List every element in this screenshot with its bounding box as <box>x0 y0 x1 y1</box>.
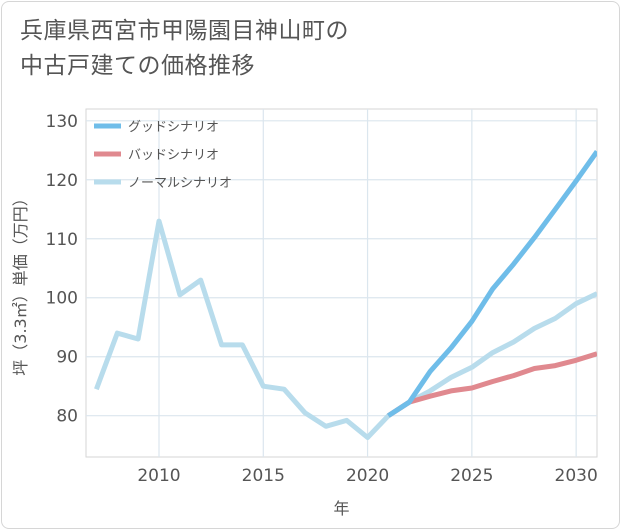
plot-area <box>85 108 598 458</box>
x-tick-label: 2030 <box>555 466 598 486</box>
grid-lines <box>86 109 597 457</box>
x-tick-label: 2015 <box>242 466 285 486</box>
legend-label: ノーマルシナリオ <box>128 176 232 191</box>
series-line-3 <box>94 218 597 440</box>
series-line-2 <box>387 351 597 418</box>
y-tick-label: 100 <box>46 289 78 309</box>
chart-title-line-2: 中古戸建ての価格推移 <box>20 53 255 79</box>
x-tick-label: 2020 <box>346 466 389 486</box>
plot-border <box>85 108 598 458</box>
series-lines <box>94 150 597 440</box>
y-tick-label: 80 <box>56 407 78 427</box>
legend-label: グッドシナリオ <box>128 120 219 135</box>
chart-title-line-1: 兵庫県西宮市甲陽園目神山町の <box>20 18 349 44</box>
y-tick-label: 110 <box>46 230 78 250</box>
y-tick-label: 120 <box>46 171 78 191</box>
x-tick-label: 2010 <box>137 466 180 486</box>
legend-label: バッドシナリオ <box>128 148 219 163</box>
y-axis-label: 坪（3.3㎡）単価（万円） <box>11 190 30 375</box>
tick-labels: 2010 2015 2020 2025 2030 80 90 100 110 120 130 <box>46 112 598 486</box>
y-tick-label: 130 <box>46 112 78 132</box>
x-tick-label: 2025 <box>450 466 493 486</box>
y-tick-label: 90 <box>56 348 78 368</box>
series-line-1 <box>387 150 597 418</box>
x-axis-label: 年 <box>333 499 349 518</box>
chart-title: 兵庫県西宮市甲陽園目神山町の 中古戸建ての価格推移 <box>20 14 349 84</box>
